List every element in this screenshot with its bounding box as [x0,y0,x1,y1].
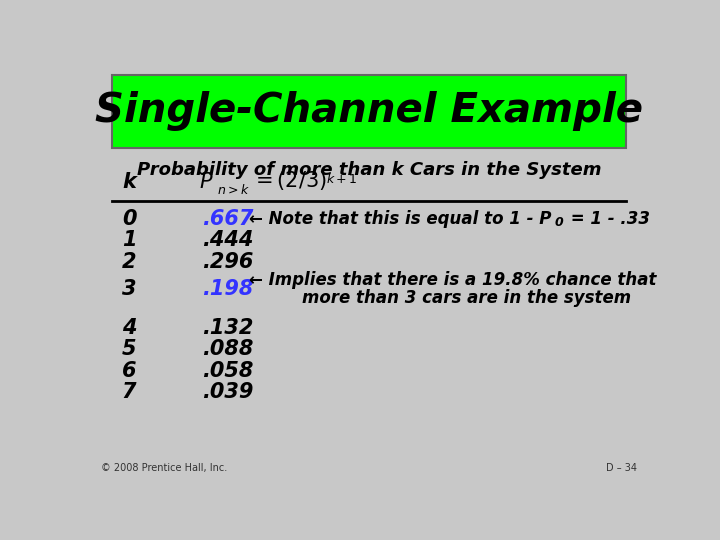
Text: = 1 - .33: = 1 - .33 [565,210,650,228]
Text: ← Note that this is equal to 1 - P: ← Note that this is equal to 1 - P [249,210,552,228]
Text: .444: .444 [202,230,253,250]
Text: .667: .667 [202,208,253,228]
Text: D – 34: D – 34 [606,463,637,473]
Text: 1: 1 [122,230,136,250]
Text: 0: 0 [555,217,564,230]
Text: 3: 3 [122,279,136,299]
Text: 6: 6 [122,361,136,381]
Text: $\mathit{n > k}$: $\mathit{n > k}$ [217,184,250,198]
Text: $\mathit{P}$: $\mathit{P}$ [199,172,213,192]
Text: ← Implies that there is a 19.8% chance that: ← Implies that there is a 19.8% chance t… [249,271,657,289]
Text: Probability of more than k Cars in the System: Probability of more than k Cars in the S… [137,160,601,179]
Text: .296: .296 [202,252,253,272]
Text: 5: 5 [122,339,136,359]
FancyBboxPatch shape [112,75,626,148]
Text: .132: .132 [202,318,253,338]
Text: $\mathit{k + 1}$: $\mathit{k + 1}$ [326,172,357,186]
Text: 2: 2 [122,252,136,272]
Text: 4: 4 [122,318,136,338]
Text: .039: .039 [202,382,253,402]
Text: 7: 7 [122,382,136,402]
Text: .088: .088 [202,339,253,359]
Text: more than 3 cars are in the system: more than 3 cars are in the system [302,289,631,307]
Text: k: k [122,172,136,192]
Text: .058: .058 [202,361,253,381]
Text: © 2008 Prentice Hall, Inc.: © 2008 Prentice Hall, Inc. [101,463,228,473]
Text: Single-Channel Example: Single-Channel Example [95,91,643,131]
Text: $\mathit{= (2/3)}$: $\mathit{= (2/3)}$ [251,170,326,192]
Text: .198: .198 [202,279,253,299]
Text: 0: 0 [122,208,136,228]
